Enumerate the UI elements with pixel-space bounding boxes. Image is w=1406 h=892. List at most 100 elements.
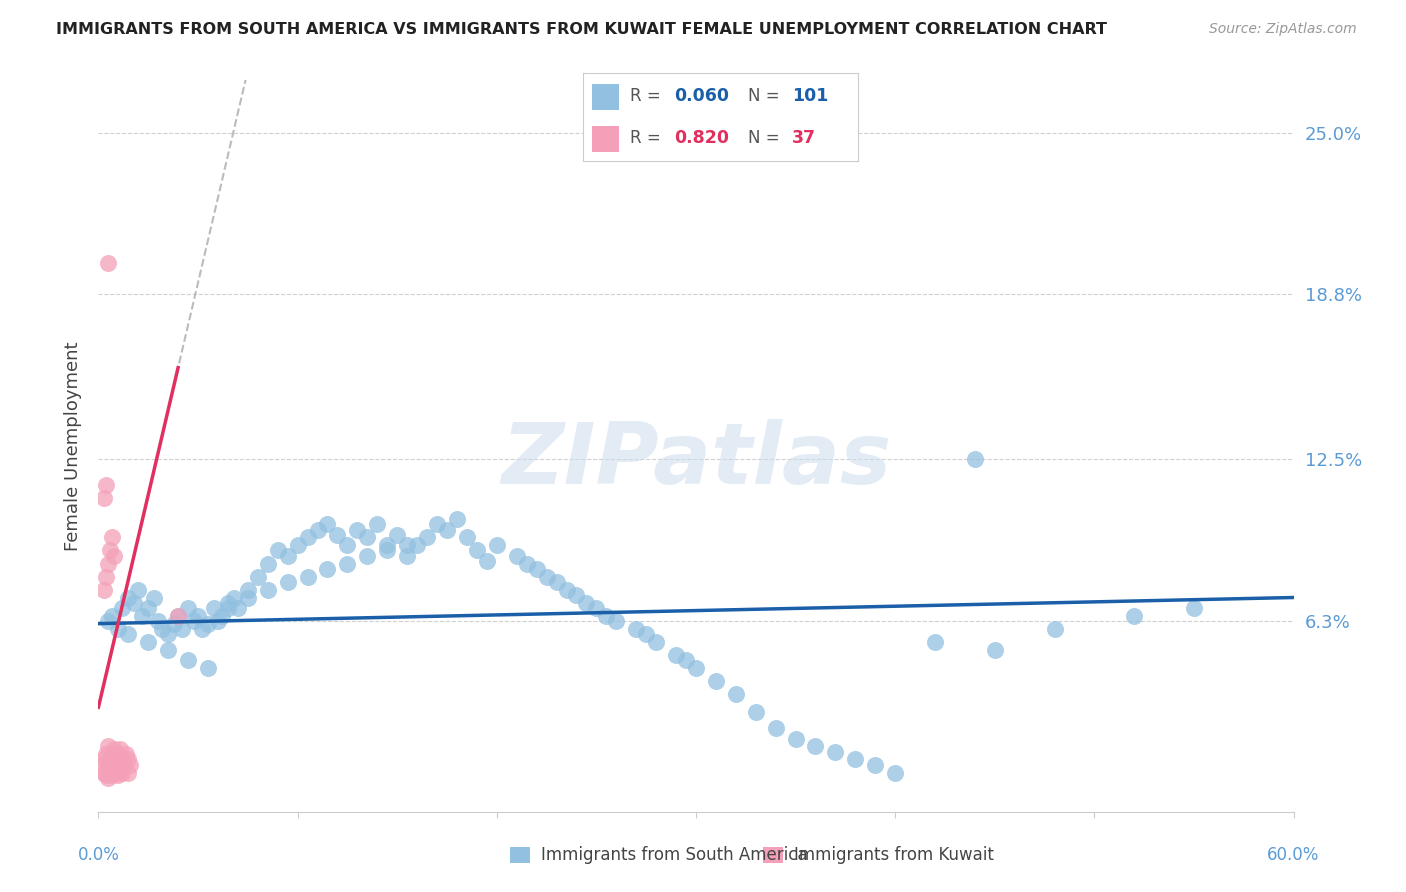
Point (526, 562, 548, 576)
Point (316, 517, 339, 532)
Bar (763, 847, 783, 863)
Point (456, 530, 478, 544)
Point (167, 608, 190, 623)
Point (101, 608, 124, 623)
Point (963, 452, 986, 467)
Point (585, 601, 607, 615)
Point (177, 653, 200, 667)
Point (307, 523, 329, 537)
Point (183, 614, 205, 628)
Point (222, 591, 245, 605)
Point (97, 757, 120, 772)
Point (120, 757, 142, 772)
Point (506, 549, 529, 563)
Point (316, 562, 339, 576)
Text: 0.820: 0.820 (673, 128, 728, 147)
Point (1043, 622, 1066, 636)
Point (127, 582, 149, 597)
Text: ZIPatlas: ZIPatlas (501, 419, 891, 502)
Point (93, 752, 115, 766)
Point (385, 528, 409, 542)
Text: R =: R = (630, 87, 661, 105)
Point (465, 543, 488, 558)
Point (124, 596, 146, 610)
Point (277, 549, 299, 563)
Point (197, 661, 219, 675)
Point (105, 752, 128, 766)
Point (446, 512, 468, 526)
Point (101, 768, 124, 782)
Point (117, 752, 139, 766)
Point (150, 622, 173, 636)
Text: 0.060: 0.060 (673, 87, 728, 105)
Point (167, 608, 190, 623)
Point (217, 596, 239, 610)
Point (107, 768, 129, 782)
Text: R =: R = (630, 128, 661, 147)
Point (93, 491, 115, 506)
Point (984, 642, 1007, 657)
Point (1182, 601, 1205, 615)
Point (824, 745, 846, 759)
Point (724, 687, 747, 701)
Point (516, 557, 538, 571)
Point (143, 591, 166, 605)
Bar (592, 126, 619, 152)
Point (100, 543, 122, 558)
Text: 0.0%: 0.0% (77, 846, 120, 863)
Text: 60.0%: 60.0% (1267, 846, 1320, 863)
Point (111, 752, 134, 766)
Point (117, 591, 139, 605)
Point (93, 765, 115, 780)
Point (197, 616, 219, 631)
Text: N =: N = (748, 128, 779, 147)
Point (172, 622, 194, 636)
Point (287, 538, 309, 552)
Point (157, 627, 180, 641)
Point (436, 523, 458, 537)
Point (375, 543, 398, 558)
Point (226, 601, 249, 615)
Point (426, 517, 449, 532)
Text: IMMIGRANTS FROM SOUTH AMERICA VS IMMIGRANTS FROM KUWAIT FEMALE UNEMPLOYMENT CORR: IMMIGRANTS FROM SOUTH AMERICA VS IMMIGRA… (56, 22, 1108, 37)
Point (546, 574, 568, 589)
Point (485, 538, 508, 552)
Point (107, 622, 129, 636)
Point (96, 478, 118, 492)
Point (356, 549, 378, 563)
Point (236, 582, 259, 597)
Point (396, 549, 419, 563)
Point (101, 747, 124, 762)
Point (645, 635, 668, 649)
Point (163, 616, 186, 631)
Point (745, 706, 768, 720)
Point (336, 538, 359, 552)
Point (685, 661, 707, 675)
Point (396, 538, 419, 552)
Point (536, 569, 558, 583)
Point (177, 601, 200, 615)
Y-axis label: Female Unemployment: Female Unemployment (63, 342, 82, 550)
Point (105, 765, 128, 780)
Point (346, 523, 368, 537)
Point (131, 608, 153, 623)
Point (96, 768, 118, 782)
Text: 37: 37 (792, 128, 815, 147)
Point (111, 765, 134, 780)
Point (406, 538, 429, 552)
Point (103, 549, 125, 563)
Bar (510, 847, 530, 863)
Point (575, 596, 598, 610)
Point (148, 614, 170, 628)
Point (555, 582, 578, 597)
Point (93, 582, 115, 597)
Point (100, 765, 122, 780)
Point (211, 608, 233, 623)
Text: N =: N = (748, 87, 779, 105)
Point (191, 622, 214, 636)
Point (101, 530, 124, 544)
Point (626, 622, 648, 636)
Point (1123, 608, 1146, 623)
Point (297, 530, 319, 544)
Point (924, 635, 946, 649)
